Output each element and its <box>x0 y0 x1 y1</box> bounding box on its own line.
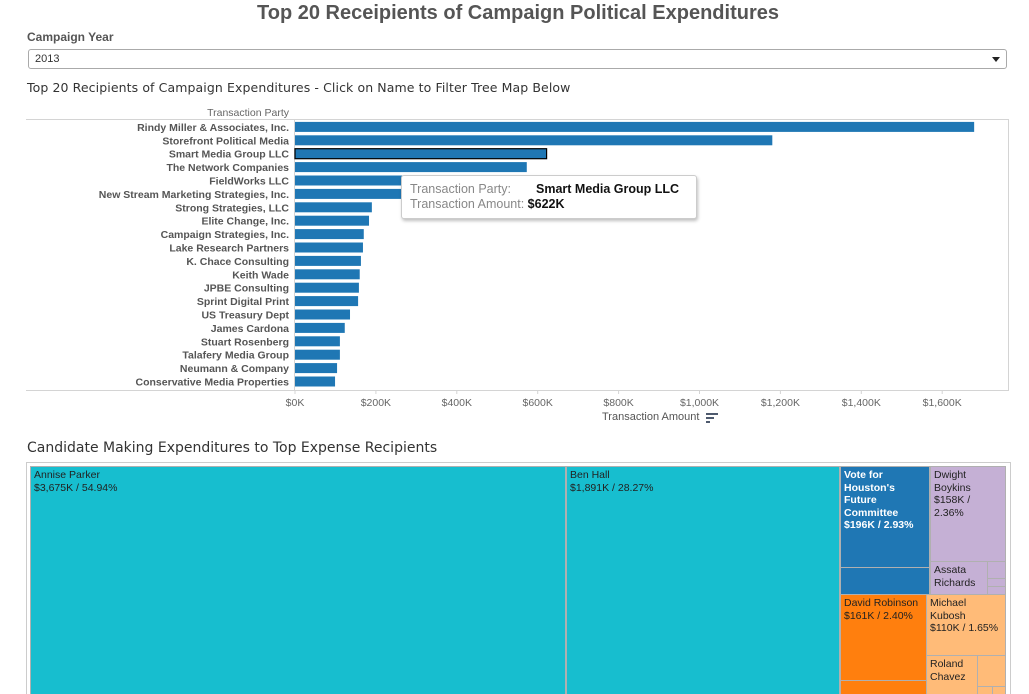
campaign-year-label: Campaign Year <box>27 30 114 44</box>
treemap-cell-name: David Robinson <box>844 597 919 609</box>
treemap-cell-name: Dwight Boykins <box>934 469 971 494</box>
bar[interactable] <box>295 202 372 213</box>
treemap-cell[interactable]: Annise Parker $3,675K / 54.94% <box>30 466 566 694</box>
bar-label[interactable]: Elite Change, Inc. <box>201 216 289 228</box>
bar-label[interactable]: K. Chace Consulting <box>186 256 289 268</box>
y-axis-title: Transaction Party <box>207 107 290 119</box>
bar[interactable] <box>295 269 360 280</box>
bar[interactable] <box>295 188 449 199</box>
bar[interactable] <box>294 148 548 160</box>
bar[interactable] <box>295 363 338 374</box>
bar-label[interactable]: Stuart Rosenberg <box>201 336 289 348</box>
bar-label[interactable]: Storefront Political Media <box>162 135 289 147</box>
x-tick-label: $0K <box>286 397 305 409</box>
bar-label[interactable]: The Network Companies <box>166 162 289 174</box>
treemap-cell-value: $1,891K / 28.27% <box>570 481 654 494</box>
campaign-year-select[interactable]: 2013 <box>28 49 1007 69</box>
treemap-cell[interactable]: David Robinson $161K / 2.40% <box>840 594 927 681</box>
treemap-cell[interactable]: Vote for Houston's Future Committee $196K… <box>840 466 930 568</box>
bar-label[interactable]: Neumann & Company <box>180 363 289 375</box>
sort-descending-icon[interactable] <box>706 413 718 424</box>
treemap-cell-minor[interactable] <box>977 655 1006 687</box>
tooltip-party-value: Smart Media Group LLC <box>536 182 680 196</box>
bar-label[interactable]: Keith Wade <box>232 269 289 281</box>
treemap-cell-minor[interactable] <box>987 561 1006 579</box>
treemap-title: Candidate Making Expenditures to Top Exp… <box>27 440 438 456</box>
bar-label[interactable]: Smart Media Group LLC <box>169 149 290 161</box>
bar-label[interactable]: JPBE Consulting <box>204 283 289 295</box>
bar-label[interactable]: Conservative Media Properties <box>136 377 290 389</box>
bar[interactable] <box>295 229 364 240</box>
bar[interactable] <box>295 376 336 387</box>
bar-label[interactable]: Talafery Media Group <box>182 350 289 362</box>
bar-chart-title: Top 20 Recipients of Campaign Expenditur… <box>27 80 571 95</box>
treemap-cell[interactable]: Roland Chavez <box>926 655 978 694</box>
treemap-cell[interactable]: Dwight Boykins $158K / 2.36% <box>930 466 1006 562</box>
treemap-cell-value: $196K / 2.93% <box>844 519 914 531</box>
tooltip-amount-label: Transaction Amount: <box>410 197 525 211</box>
treemap-cell-value: $110K / 1.65% <box>930 622 999 634</box>
treemap-cell-minor[interactable] <box>987 586 1006 595</box>
x-tick-label: $400K <box>442 397 472 409</box>
treemap-cell[interactable]: Ben Hall $1,891K / 28.27% <box>566 466 840 694</box>
bar-label[interactable]: FieldWorks LLC <box>209 176 289 188</box>
bar-label[interactable]: Lake Research Partners <box>169 243 289 255</box>
chevron-down-icon[interactable] <box>992 57 1000 62</box>
treemap-cell-name: Ben Hall <box>570 469 610 481</box>
page-title: Top 20 Receipients of Campaign Political… <box>257 2 779 24</box>
bar-label[interactable]: Rindy Miller & Associates, Inc. <box>137 122 289 134</box>
bar-label[interactable]: Strong Strategies, LLC <box>175 202 289 214</box>
tooltip: Transaction Party: Smart Media Group LLC … <box>401 175 697 219</box>
bar[interactable] <box>295 162 527 173</box>
treemap-cell-name: Michael Kubosh <box>930 597 967 622</box>
bar[interactable] <box>295 336 340 347</box>
bar-label[interactable]: New Stream Marketing Strategies, Inc. <box>99 189 289 201</box>
bar-label[interactable]: US Treasury Dept <box>201 310 289 322</box>
bar-chart: Transaction Party Rindy Miller & Associat… <box>26 107 1009 409</box>
bar-label[interactable]: Campaign Strategies, Inc. <box>161 229 289 241</box>
x-axis-title: Transaction Amount <box>602 411 700 423</box>
bar[interactable] <box>295 282 359 293</box>
treemap-cell-name: Annise Parker <box>34 469 100 481</box>
treemap-cell-minor[interactable] <box>840 567 930 595</box>
bar[interactable] <box>295 135 773 146</box>
bar[interactable] <box>295 296 359 307</box>
bar[interactable] <box>295 175 457 186</box>
campaign-year-value: 2013 <box>35 53 60 65</box>
treemap-frame <box>26 462 1011 694</box>
bar[interactable] <box>295 322 345 333</box>
x-tick-label: $800K <box>603 397 633 409</box>
bar[interactable] <box>295 215 370 226</box>
treemap-cell-value: $158K / 2.36% <box>934 494 971 519</box>
bar[interactable] <box>295 242 363 253</box>
treemap-cell[interactable]: Michael Kubosh $110K / 1.65% <box>926 594 1006 656</box>
treemap-cell-value: $161K / 2.40% <box>844 609 913 622</box>
treemap-cell-minor[interactable] <box>992 686 1006 694</box>
treemap-cell-minor[interactable] <box>977 686 993 694</box>
x-tick-label: $1,200K <box>761 397 800 409</box>
bar[interactable] <box>295 309 351 320</box>
tooltip-party-label: Transaction Party: <box>410 182 511 196</box>
x-tick-label: $1,600K <box>923 397 962 409</box>
x-tick-label: $1,000K <box>680 397 719 409</box>
tooltip-amount-value: $622K <box>527 197 565 211</box>
treemap-cell-minor[interactable] <box>840 680 927 694</box>
bar[interactable] <box>295 255 361 266</box>
bar[interactable] <box>295 121 975 132</box>
bar-label[interactable]: Sprint Digital Print <box>197 296 290 308</box>
treemap-cell-name: Vote for Houston's Future Committee <box>844 469 899 519</box>
bar-label[interactable]: James Cardona <box>211 323 289 335</box>
treemap-cell[interactable]: Assata Richards <box>930 561 988 595</box>
treemap-cell-name: Roland Chavez <box>930 658 966 683</box>
x-tick-label: $200K <box>361 397 391 409</box>
treemap-cell-name: Assata Richards <box>934 564 976 589</box>
x-tick-label: $1,400K <box>842 397 881 409</box>
treemap-cell-value: $3,675K / 54.94% <box>34 481 118 494</box>
bar[interactable] <box>295 349 340 360</box>
x-tick-label: $600K <box>523 397 553 409</box>
